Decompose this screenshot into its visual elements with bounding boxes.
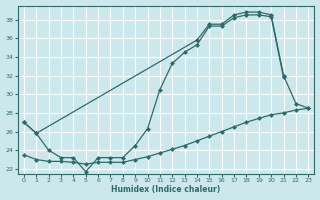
X-axis label: Humidex (Indice chaleur): Humidex (Indice chaleur) xyxy=(111,185,221,194)
